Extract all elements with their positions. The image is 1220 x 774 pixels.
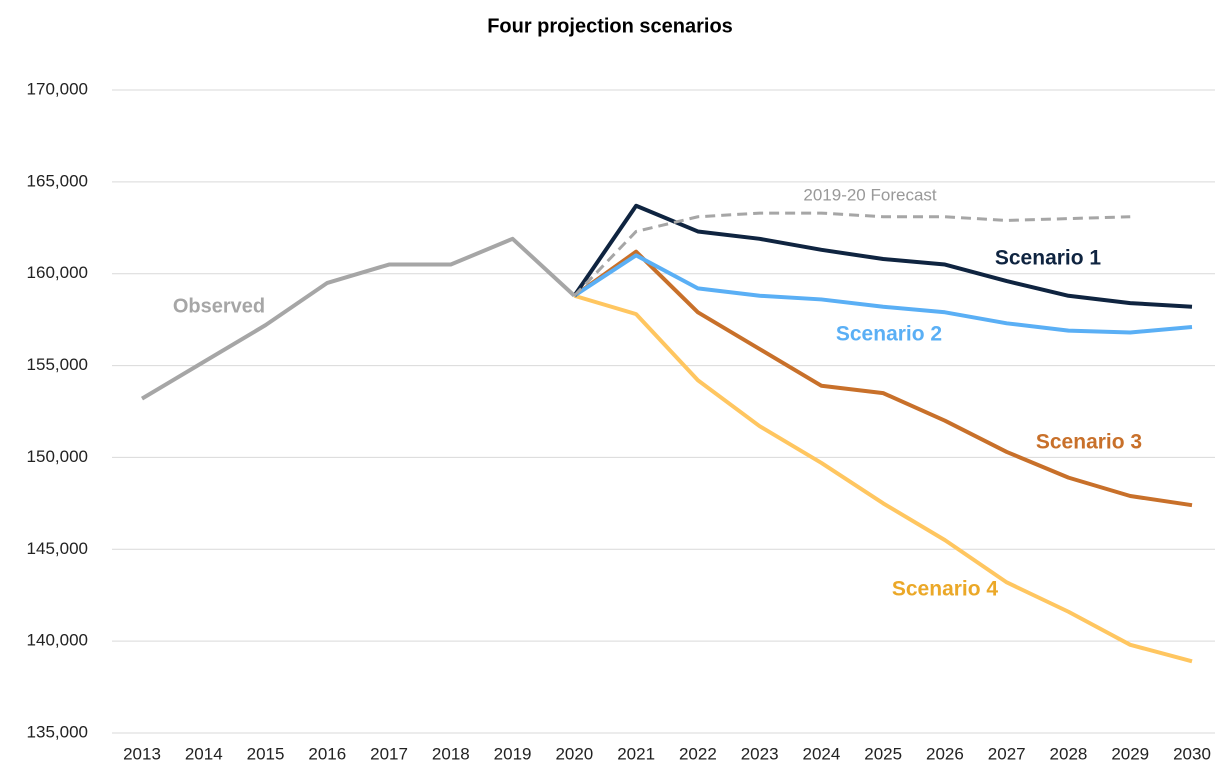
series-label: Scenario 2: [836, 323, 942, 346]
y-tick-label: 165,000: [27, 171, 88, 190]
series-label: Scenario 1: [995, 247, 1102, 270]
x-tick-label: 2023: [741, 744, 779, 763]
x-tick-label: 2027: [988, 744, 1026, 763]
y-tick-label: 170,000: [27, 79, 88, 98]
x-tick-label: 2024: [802, 744, 840, 763]
x-tick-label: 2030: [1173, 744, 1211, 763]
series-label: Observed: [173, 295, 265, 317]
series-line: [573, 253, 1193, 335]
y-tick-label: 155,000: [27, 355, 88, 374]
x-tick-label: 2022: [679, 744, 717, 763]
series-line: [140, 236, 576, 401]
y-tick-label: 150,000: [27, 447, 88, 466]
y-tick-label: 145,000: [27, 539, 88, 558]
x-tick-label: 2020: [555, 744, 593, 763]
x-tick-label: 2021: [617, 744, 655, 763]
x-tick-label: 2013: [123, 744, 161, 763]
y-tick-label: 135,000: [27, 722, 88, 741]
chart-title: Four projection scenarios: [487, 15, 733, 37]
x-tick-label: 2014: [185, 744, 223, 763]
x-tick-label: 2016: [308, 744, 346, 763]
x-tick-label: 2029: [1111, 744, 1149, 763]
series-label: Scenario 4: [892, 578, 999, 601]
series-line: [573, 249, 1193, 508]
x-tick-label: 2015: [247, 744, 285, 763]
series-label: Scenario 3: [1036, 431, 1142, 454]
x-tick-label: 2017: [370, 744, 408, 763]
series-line: [573, 293, 1193, 664]
series-line: [573, 211, 1131, 297]
y-tick-label: 160,000: [27, 263, 88, 282]
x-tick-label: 2019: [494, 744, 532, 763]
series-label: 2019-20 Forecast: [803, 185, 937, 204]
x-tick-label: 2026: [926, 744, 964, 763]
y-tick-label: 140,000: [27, 631, 88, 650]
x-tick-label: 2028: [1050, 744, 1088, 763]
x-tick-label: 2025: [864, 744, 902, 763]
x-tick-label: 2018: [432, 744, 470, 763]
